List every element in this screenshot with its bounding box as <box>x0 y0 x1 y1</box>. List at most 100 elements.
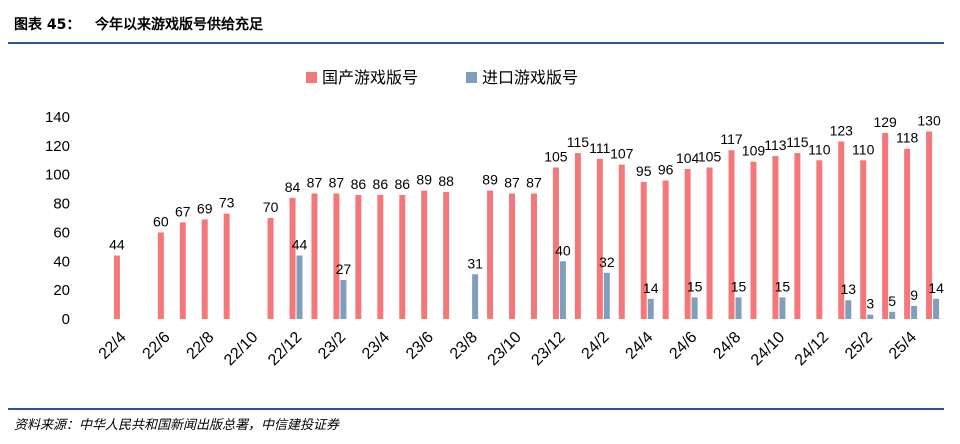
x-tick-label: 23/8 <box>447 329 481 363</box>
bar-domestic <box>772 155 779 319</box>
bar-domestic <box>728 150 735 319</box>
bar-domestic <box>860 160 867 319</box>
data-label-domestic: 96 <box>658 161 674 177</box>
x-tick-label: 24/12 <box>792 329 832 369</box>
y-tick-label: 0 <box>62 311 70 328</box>
data-label-imported: 44 <box>292 237 308 253</box>
bar-domestic <box>157 232 164 319</box>
data-label-imported: 15 <box>775 278 791 294</box>
figure-title: 图表 45： 今年以来游戏版号供给充足 <box>14 17 263 33</box>
data-label-domestic: 87 <box>504 174 520 190</box>
data-labels: 44 60 67 69 73 70 84 44 87 87 27 86 86 86 89 88 31 89 87 87… <box>109 112 944 311</box>
data-label-domestic: 105 <box>544 149 568 165</box>
data-label-imported: 3 <box>866 296 874 312</box>
bar-domestic <box>552 167 559 319</box>
x-tick-label: 23/2 <box>315 329 349 363</box>
bar-domestic <box>640 181 647 319</box>
data-label-domestic: 67 <box>175 203 191 219</box>
legend-swatch-imported <box>466 72 477 83</box>
y-tick-label: 60 <box>53 224 70 241</box>
data-label-domestic: 89 <box>482 172 498 188</box>
bar-imported <box>340 280 347 319</box>
data-label-domestic: 110 <box>808 141 831 157</box>
bar-domestic <box>904 148 911 319</box>
data-label-domestic: 107 <box>610 146 634 162</box>
y-tick-label: 140 <box>45 109 70 126</box>
bar-domestic <box>399 194 406 319</box>
bar-domestic <box>794 153 801 319</box>
data-label-domestic: 130 <box>917 112 941 128</box>
data-label-imported: 27 <box>336 261 352 277</box>
y-tick-label: 40 <box>53 253 70 270</box>
bar-imported <box>603 272 610 319</box>
bar-imported <box>911 306 918 319</box>
bar-domestic <box>574 153 581 319</box>
x-tick-label: 24/4 <box>623 329 657 363</box>
bar-domestic <box>333 193 340 319</box>
bar-imported <box>691 297 698 319</box>
data-label-domestic: 115 <box>567 134 590 150</box>
data-label-domestic: 73 <box>219 195 235 211</box>
data-label-domestic: 44 <box>109 237 125 253</box>
y-tick-label: 100 <box>45 167 70 184</box>
bar-imported <box>735 297 742 319</box>
bar-domestic <box>706 167 713 319</box>
bar-imported <box>779 297 786 319</box>
bar-domestic <box>750 161 757 319</box>
data-label-imported: 31 <box>467 255 483 271</box>
bar-domestic <box>443 192 450 319</box>
data-label-domestic: 95 <box>636 163 652 179</box>
bar-domestic <box>377 194 384 319</box>
data-label-imported: 14 <box>643 280 659 296</box>
data-label-domestic: 111 <box>589 140 610 156</box>
data-label-domestic: 118 <box>896 130 919 146</box>
bar-imported <box>647 298 654 319</box>
bar-imported <box>845 300 852 319</box>
bar-imported <box>867 314 874 319</box>
data-label-domestic: 123 <box>830 123 854 139</box>
bar-domestic <box>816 160 823 319</box>
data-label-domestic: 115 <box>786 134 809 150</box>
bar-domestic <box>421 190 428 319</box>
bar-domestic <box>113 255 120 319</box>
data-label-domestic: 69 <box>197 200 213 216</box>
x-tick-label: 22/10 <box>221 329 261 369</box>
bar-imported <box>933 298 940 319</box>
bottom-rule <box>8 408 944 410</box>
data-label-domestic: 86 <box>351 176 367 192</box>
bar-domestic <box>311 193 318 319</box>
bar-domestic <box>179 222 186 319</box>
bar-imported <box>559 261 566 319</box>
bar-domestic <box>838 141 845 319</box>
legend-label-domestic: 国产游戏版号 <box>322 68 418 87</box>
data-label-imported: 40 <box>555 242 571 258</box>
data-label-imported: 14 <box>928 280 944 296</box>
data-label-domestic: 117 <box>720 131 743 147</box>
data-label-imported: 13 <box>840 281 856 297</box>
data-label-imported: 32 <box>599 254 615 270</box>
data-label-domestic: 110 <box>852 141 875 157</box>
data-label-domestic: 89 <box>416 172 432 188</box>
bar-domestic <box>618 164 625 319</box>
data-label-domestic: 87 <box>307 174 323 190</box>
data-label-domestic: 60 <box>153 213 169 229</box>
data-label-domestic: 86 <box>373 176 389 192</box>
x-tick-label: 25/4 <box>886 329 920 363</box>
data-label-domestic: 113 <box>764 137 787 153</box>
bar-domestic <box>684 168 691 319</box>
bar-domestic <box>596 158 603 319</box>
data-label-domestic: 105 <box>698 149 722 165</box>
bar-chart: 国产游戏版号 进口游戏版号 0 20 40 60 80 100 120 140 44 60 67 6… <box>45 68 944 369</box>
legend: 国产游戏版号 进口游戏版号 <box>306 68 578 87</box>
x-tick-label: 22/12 <box>265 329 305 369</box>
x-tick-label: 24/10 <box>748 329 788 369</box>
x-tick-label: 24/2 <box>579 329 613 363</box>
bar-domestic <box>530 193 537 319</box>
x-tick-label: 22/8 <box>184 329 218 363</box>
data-label-domestic: 87 <box>329 174 345 190</box>
bar-domestic <box>355 194 362 319</box>
bar-imported <box>889 311 896 319</box>
y-tick-label: 120 <box>45 138 70 155</box>
bar-domestic <box>926 131 933 319</box>
data-label-domestic: 88 <box>438 173 454 189</box>
